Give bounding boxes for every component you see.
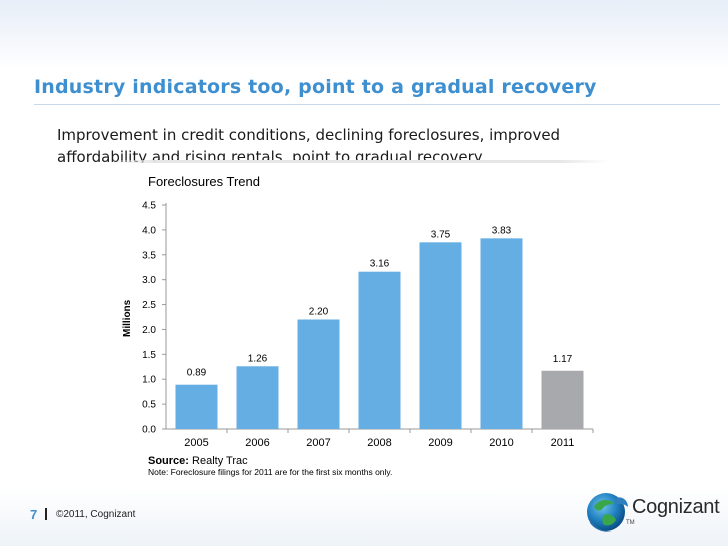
y-tick-label: 2.5 xyxy=(142,300,156,311)
y-tick-label: 2.0 xyxy=(142,325,156,336)
bar-2005 xyxy=(175,384,218,429)
source-value: Realty Trac xyxy=(188,455,248,467)
x-tick-label: 2005 xyxy=(184,437,208,449)
y-axis-label: Millions xyxy=(122,299,133,337)
title-divider xyxy=(34,104,720,105)
bar-2009 xyxy=(419,242,462,429)
y-tick-label: 4.0 xyxy=(142,225,156,236)
chart-svg: Foreclosures Trend Millions 0.0 0.5 1.0 1.5 2.… xyxy=(122,174,594,449)
y-tick-label: 3.5 xyxy=(142,250,156,261)
y-tick-label: 1.0 xyxy=(142,375,156,386)
x-tick-label: 2007 xyxy=(306,437,330,449)
cognizant-logo: Cognizant TM xyxy=(584,487,720,537)
chart-source: Source: Realty Trac xyxy=(148,455,392,467)
chart-source-block: Source: Realty Trac Note: Foreclosure fi… xyxy=(148,455,392,477)
x-tick-label: 2010 xyxy=(489,437,513,449)
data-label: 0.89 xyxy=(187,368,207,379)
data-label: 2.20 xyxy=(309,306,329,317)
logo-wordmark: Cognizant xyxy=(632,496,720,518)
data-label: 1.17 xyxy=(553,354,573,365)
data-label: 1.26 xyxy=(248,353,268,364)
x-tick-label: 2006 xyxy=(245,437,269,449)
data-label: 3.16 xyxy=(370,259,390,270)
chart-top-shadow xyxy=(108,160,608,163)
x-tick-label: 2011 xyxy=(551,437,575,449)
page-number: 7 xyxy=(30,507,38,522)
foreclosures-chart: Foreclosures Trend Millions 0.0 0.5 1.0 1.5 2.… xyxy=(108,163,608,488)
chart-title: Foreclosures Trend xyxy=(148,174,260,189)
header-background xyxy=(0,0,728,70)
slide-title: Industry indicators too, point to a grad… xyxy=(34,76,597,98)
y-tick-label: 0.5 xyxy=(142,400,156,411)
footer-separator xyxy=(45,508,47,520)
bar-2011 xyxy=(541,370,584,429)
x-tick-label: 2009 xyxy=(428,437,452,449)
logo-trademark: TM xyxy=(626,520,635,526)
cognizant-globe-icon xyxy=(587,493,628,532)
bar-2007 xyxy=(297,319,340,429)
data-label: 3.83 xyxy=(492,225,512,236)
chart-note: Note: Foreclosure filings for 2011 are f… xyxy=(148,467,393,477)
copyright-text: ©2011, Cognizant xyxy=(56,509,136,520)
bar-2006 xyxy=(236,366,279,429)
x-tick-label: 2008 xyxy=(367,437,391,449)
bar-2010 xyxy=(480,238,523,429)
data-label: 3.75 xyxy=(431,229,451,240)
y-tick-label: 0.0 xyxy=(142,425,156,436)
y-tick-label: 1.5 xyxy=(142,350,156,361)
bar-2008 xyxy=(358,271,401,429)
source-label: Source: xyxy=(148,455,189,467)
y-tick-label: 3.0 xyxy=(142,275,156,286)
y-tick-label: 4.5 xyxy=(142,201,156,212)
